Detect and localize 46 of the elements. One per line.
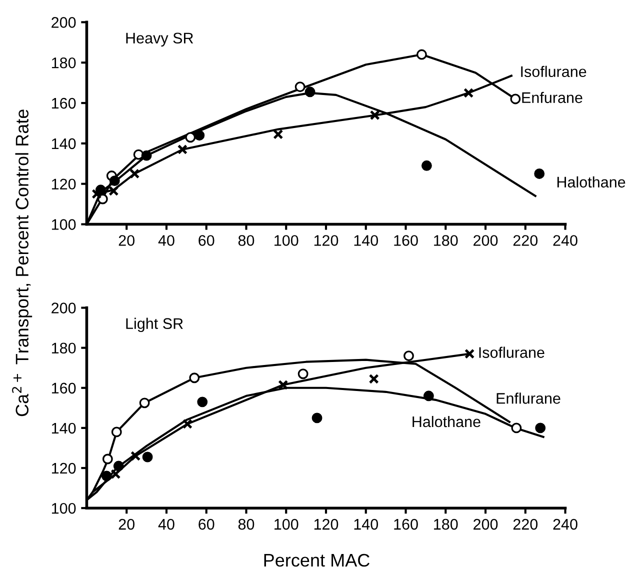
x-tick-label: 200 [474, 235, 498, 246]
y-tick-label: 180 [52, 342, 76, 354]
x-tick-label: 240 [553, 235, 578, 246]
x-tick-label: 160 [394, 518, 418, 530]
y-tick-label: 120 [52, 178, 76, 190]
x-tick-label: 60 [198, 235, 214, 246]
x-tick-label: 40 [158, 518, 174, 530]
x-tick-label: 80 [238, 235, 254, 246]
x-tick-label: 120 [314, 235, 338, 246]
series-label: Isoflurane [521, 66, 586, 78]
series-label: Halothane [412, 416, 480, 428]
x-tick-label: 80 [238, 518, 254, 530]
y-tick-label: 140 [52, 138, 76, 150]
y-tick-label: 160 [52, 98, 76, 109]
x-tick-label: 120 [314, 518, 338, 530]
x-tick-label: 60 [198, 518, 214, 530]
x-tick-label: 140 [354, 518, 378, 530]
series-label: Halothane [557, 176, 626, 188]
text: Heavy SR [126, 32, 194, 47]
series-label: Enfurane [522, 92, 582, 104]
x-tick-label: 240 [553, 518, 578, 530]
x-tick-label: 100 [274, 518, 298, 530]
x-tick-label: 140 [354, 235, 378, 246]
series-label: Isoflurane [479, 346, 544, 358]
y-tick-label: 100 [52, 502, 76, 514]
y-tick-label: 120 [52, 462, 76, 474]
y-tick-label: 160 [52, 382, 76, 394]
y-axis-title: Ca$^{2+}$ Transport, Percent Control Rate [12, 110, 32, 416]
x-tick-label: 160 [394, 235, 418, 246]
y-tick-label: 140 [52, 422, 76, 434]
y-tick-label: 180 [52, 57, 76, 68]
series-label: Enflurane [496, 392, 560, 404]
x-tick-label: 20 [118, 235, 134, 246]
x-tick-label: 220 [513, 518, 538, 530]
x-tick-label: 20 [118, 518, 134, 530]
text: Light SR [126, 318, 183, 332]
y-tick-label: 200 [52, 302, 76, 314]
x-tick-label: 100 [274, 235, 298, 246]
y-tick-label: 200 [52, 17, 76, 28]
x-tick-label: 180 [434, 518, 458, 530]
x-tick-label: 220 [513, 235, 538, 246]
x-tick-label: 200 [474, 518, 498, 530]
x-tick-label: 180 [434, 235, 458, 246]
y-tick-label: 100 [52, 219, 76, 230]
x-tick-label: 40 [158, 235, 174, 246]
x-axis-title: Percent MAC [264, 554, 370, 567]
